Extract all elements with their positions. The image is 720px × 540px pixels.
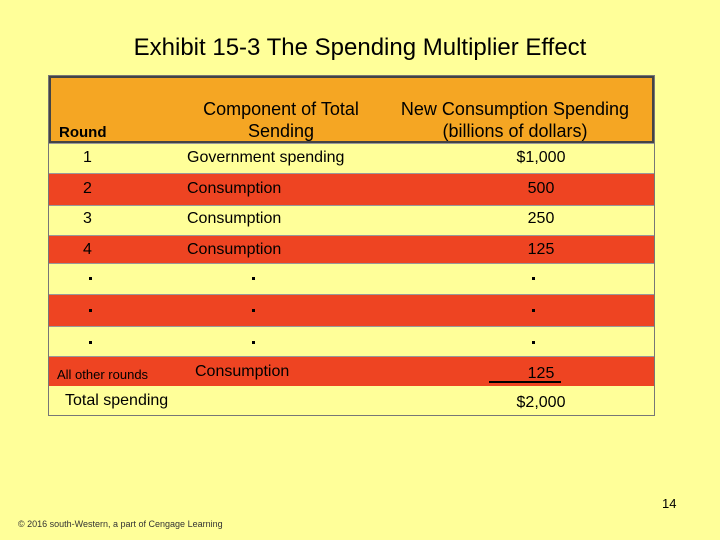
total-label: Total spending — [65, 392, 169, 409]
row-round: 2 — [83, 180, 92, 197]
ellipsis-dot — [532, 341, 535, 344]
other-rounds-amount: 125 — [527, 365, 555, 382]
ellipsis-dot — [252, 341, 255, 344]
table-header: Round Component of Total Sending New Con… — [49, 76, 654, 143]
row-round: 3 — [83, 210, 92, 227]
header-round: Round — [59, 124, 107, 141]
row-round: 1 — [83, 149, 92, 166]
row-amount: 125 — [527, 241, 555, 258]
table-row: 1 Government spending $1,000 — [49, 143, 654, 173]
header-component-line2: Sending — [247, 121, 315, 141]
multiplier-table: Round Component of Total Sending New Con… — [48, 75, 655, 416]
header-component-line1: Component of Total — [203, 99, 359, 119]
table-row: 4 Consumption 125 — [49, 235, 654, 263]
copyright-footer: © 2016 south-Western, a part of Cengage … — [18, 519, 223, 529]
table-row: 2 Consumption 500 — [49, 173, 654, 205]
ellipsis-row — [49, 326, 654, 356]
slide-title: Exhibit 15-3 The Spending Multiplier Eff… — [133, 34, 587, 61]
page-number: 14 — [662, 496, 677, 511]
row-component: Government spending — [187, 149, 345, 166]
ellipsis-dot — [252, 309, 255, 312]
ellipsis-dot — [89, 277, 92, 280]
ellipsis-dot — [252, 277, 255, 280]
total-amount: $2,000 — [516, 394, 566, 411]
sum-underline — [489, 381, 561, 383]
header-new-line1: New Consumption Spending — [400, 99, 630, 119]
other-rounds-label: All other rounds — [57, 367, 149, 382]
row-component: Consumption — [187, 241, 282, 258]
ellipsis-row — [49, 294, 654, 326]
ellipsis-dot — [89, 309, 92, 312]
ellipsis-dot — [532, 309, 535, 312]
header-new-consumption: New Consumption Spending (billions of do… — [377, 98, 653, 142]
row-component: Consumption — [187, 180, 282, 197]
header-new-line2: (billions of dollars) — [442, 121, 588, 141]
row-amount: 250 — [527, 210, 555, 227]
ellipsis-row — [49, 263, 654, 294]
row-component: Consumption — [187, 210, 282, 227]
row-round: 4 — [83, 241, 92, 258]
table-row-other-rounds: All other rounds Consumption 125 — [49, 356, 654, 386]
ellipsis-dot — [89, 341, 92, 344]
row-amount: 500 — [527, 180, 555, 197]
other-rounds-component: Consumption — [195, 363, 290, 380]
row-amount: $1,000 — [516, 149, 566, 166]
table-row: 3 Consumption 250 — [49, 205, 654, 235]
header-component: Component of Total Sending — [171, 98, 391, 142]
ellipsis-dot — [532, 277, 535, 280]
